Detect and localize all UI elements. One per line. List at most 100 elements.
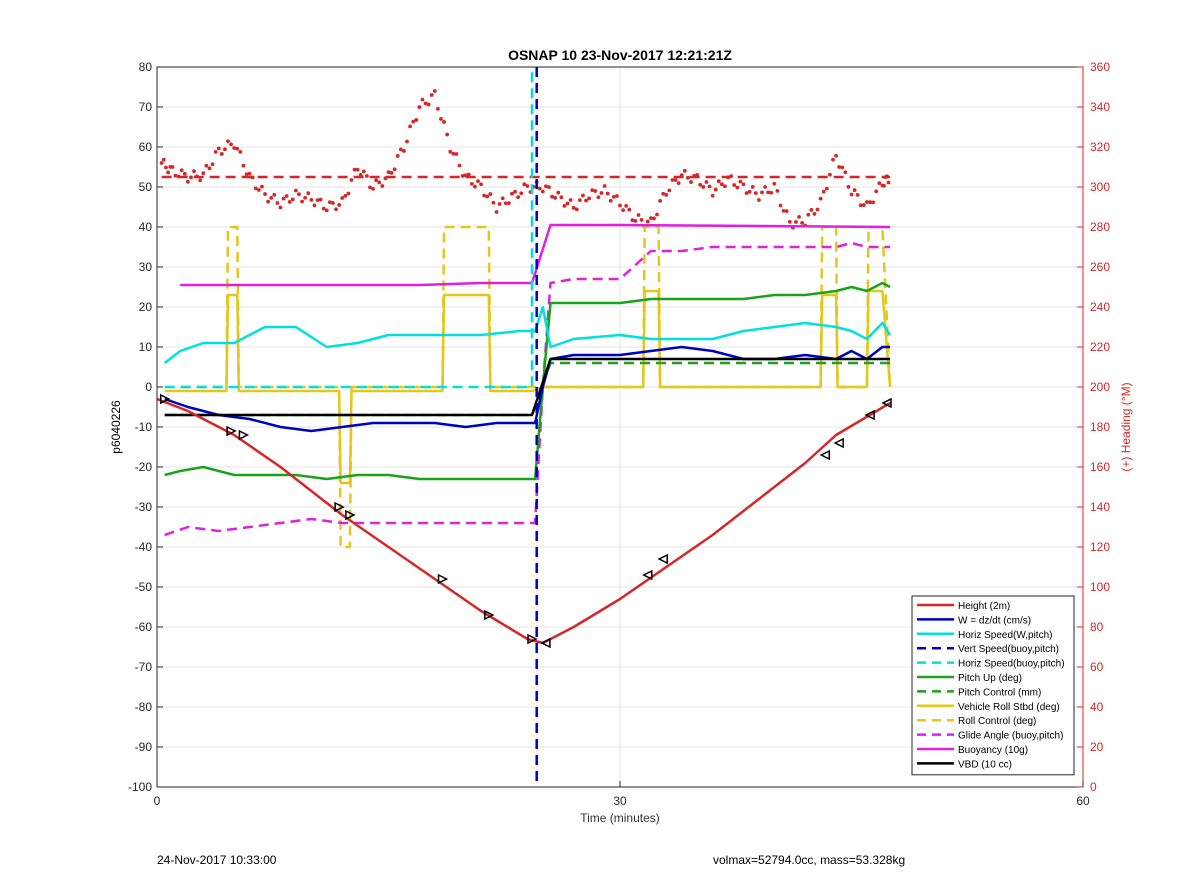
series-line bbox=[164, 345, 891, 433]
heading-point bbox=[855, 193, 860, 197]
heading-point bbox=[874, 189, 879, 194]
heading-point bbox=[213, 150, 218, 154]
heading-point bbox=[645, 219, 650, 224]
heading-point bbox=[627, 207, 632, 212]
heading-point bbox=[584, 198, 588, 203]
footer-timestamp: 24-Nov-2017 10:33:00 bbox=[157, 853, 277, 867]
heading-point bbox=[886, 180, 891, 185]
heading-point bbox=[210, 162, 215, 167]
heading-point bbox=[812, 211, 817, 216]
heading-point bbox=[253, 186, 258, 191]
y2-tick-label: 100 bbox=[1090, 580, 1110, 594]
heading-point bbox=[652, 216, 656, 221]
heading-point bbox=[516, 195, 521, 200]
y2-tick-label: 80 bbox=[1090, 620, 1104, 634]
x-tick-label: 60 bbox=[1076, 794, 1090, 808]
heading-point bbox=[232, 146, 237, 150]
heading-point bbox=[827, 172, 832, 177]
heading-point bbox=[303, 195, 308, 200]
heading-point bbox=[463, 173, 468, 178]
heading-point bbox=[809, 208, 814, 212]
legend-label: Horiz Speed(buoy,pitch) bbox=[958, 659, 1065, 670]
heading-point bbox=[343, 194, 348, 198]
height-marker bbox=[881, 397, 892, 409]
heading-point bbox=[402, 149, 406, 153]
heading-point bbox=[429, 93, 434, 97]
y-tick-label: -90 bbox=[135, 740, 153, 754]
heading-point bbox=[448, 149, 453, 154]
y-tick-label: 80 bbox=[139, 60, 153, 74]
heading-point bbox=[682, 168, 687, 173]
heading-point bbox=[287, 200, 292, 204]
heading-point bbox=[241, 163, 246, 168]
heading-point bbox=[166, 170, 171, 175]
heading-point bbox=[426, 102, 431, 107]
heading-point bbox=[753, 191, 758, 195]
axes: 0 30 60-100-90-80-70-60-50-40-30-20-100102… bbox=[128, 60, 1110, 808]
y-tick-label: 30 bbox=[139, 260, 153, 274]
heading-point bbox=[482, 193, 487, 198]
heading-point bbox=[315, 198, 320, 202]
heading-point bbox=[831, 157, 835, 162]
heading-point bbox=[297, 192, 301, 197]
height-marker bbox=[484, 609, 495, 621]
y2-tick-label: 120 bbox=[1090, 540, 1110, 554]
legend-label: VBD (10 cc) bbox=[958, 759, 1012, 770]
heading-point bbox=[189, 175, 193, 180]
heading-point bbox=[235, 146, 240, 151]
heading-point bbox=[843, 170, 848, 175]
legend-box bbox=[911, 595, 1075, 776]
heading-point bbox=[726, 175, 730, 180]
heading-point bbox=[476, 179, 480, 184]
heading-point bbox=[852, 188, 857, 193]
heading-point bbox=[386, 170, 391, 175]
y-tick-label: 20 bbox=[139, 300, 153, 314]
x-tick-label: 0 bbox=[154, 794, 161, 808]
height-marker bbox=[642, 569, 653, 581]
heading-point bbox=[497, 202, 502, 206]
heading-point bbox=[871, 200, 876, 205]
heading-point bbox=[423, 101, 428, 106]
heading-point bbox=[525, 184, 530, 188]
heading-point bbox=[355, 167, 360, 172]
height-marker bbox=[226, 425, 237, 437]
height-marker bbox=[657, 553, 668, 565]
heading-point bbox=[568, 198, 573, 202]
heading-point bbox=[442, 120, 446, 124]
heading-point bbox=[306, 191, 311, 196]
x-tick-label: 30 bbox=[613, 794, 627, 808]
heading-point bbox=[371, 186, 375, 191]
heading-point bbox=[562, 203, 567, 208]
heading-point bbox=[618, 203, 622, 208]
y2-tick-label: 240 bbox=[1090, 300, 1110, 314]
heading-point bbox=[290, 197, 295, 202]
heading-point bbox=[352, 167, 357, 172]
legend-label: Vert Speed(buoy,pitch) bbox=[958, 644, 1059, 655]
heading-point bbox=[405, 139, 409, 144]
heading-point bbox=[420, 97, 425, 102]
heading-point bbox=[667, 188, 672, 193]
legend-label: Roll Control (deg) bbox=[958, 716, 1036, 727]
y2-tick-label: 20 bbox=[1090, 740, 1104, 754]
heading-point bbox=[834, 153, 838, 158]
heading-point bbox=[590, 188, 595, 193]
heading-point bbox=[226, 139, 230, 144]
height-marker bbox=[159, 393, 171, 405]
series-line bbox=[164, 241, 891, 537]
heading-point bbox=[701, 185, 706, 189]
height-marker bbox=[437, 573, 449, 585]
footer-volmax-mass: volmax=52794.0cc, mass=53.328kg bbox=[713, 853, 906, 867]
heading-point bbox=[611, 194, 616, 199]
y2-tick-label: 40 bbox=[1090, 700, 1104, 714]
y2-tick-label: 280 bbox=[1090, 220, 1110, 234]
heading-point bbox=[469, 181, 474, 186]
heading-point bbox=[318, 197, 323, 202]
heading-point bbox=[488, 192, 493, 196]
heading-point bbox=[849, 192, 854, 197]
heading-point bbox=[377, 180, 382, 185]
heading-point bbox=[747, 189, 752, 194]
heading-point bbox=[608, 198, 613, 203]
heading-point bbox=[500, 196, 505, 201]
heading-point bbox=[266, 199, 271, 204]
y2-tick-label: 300 bbox=[1090, 180, 1110, 194]
